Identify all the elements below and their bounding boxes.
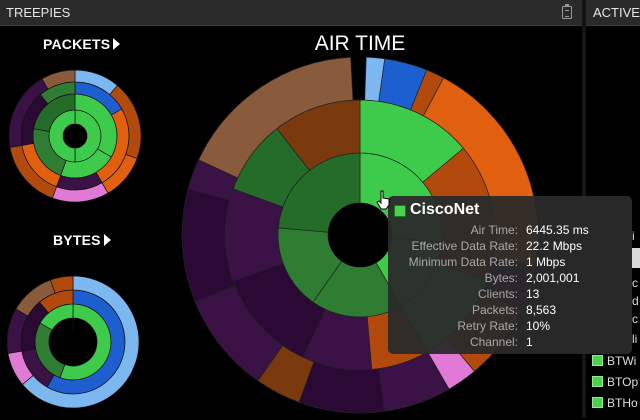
tooltip-row: Retry Rate: 10% xyxy=(457,319,551,333)
tooltip-row: Effective Data Rate: 22.2 Mbps xyxy=(411,239,583,253)
treepies-title: TREEPIES xyxy=(6,5,71,20)
status-square-icon xyxy=(592,355,603,366)
list-item-fragment: c xyxy=(632,312,638,326)
tooltip-title: CiscoNet xyxy=(410,201,480,218)
treepie-center xyxy=(63,332,83,352)
active-list-item[interactable]: BTHo xyxy=(592,396,640,412)
tooltip-row: Channel: 1 xyxy=(469,335,533,349)
hand-pointer-icon xyxy=(376,190,390,210)
packets-treepie[interactable] xyxy=(5,66,145,206)
treepie-segment[interactable] xyxy=(21,275,140,409)
list-item-fragment: d xyxy=(632,294,639,308)
status-square-icon xyxy=(592,397,603,408)
active-list-item[interactable]: BTOp xyxy=(592,375,640,391)
active-title: ACTIVE xyxy=(593,5,640,20)
scroll-indicator[interactable] xyxy=(632,248,640,268)
tooltip-row: Bytes: 2,001,001 xyxy=(484,271,580,285)
active-header: ACTIVE xyxy=(586,0,640,26)
treepie-center xyxy=(63,124,87,148)
list-item-fragment: i xyxy=(632,229,635,243)
play-arrow-icon xyxy=(113,38,121,50)
treepie-segment[interactable] xyxy=(298,361,386,414)
treepie-segment[interactable] xyxy=(49,275,74,294)
treepies-header: TREEPIES xyxy=(0,0,582,26)
treepie-center xyxy=(328,203,392,267)
play-arrow-icon xyxy=(103,234,111,246)
bytes-label[interactable]: BYTES xyxy=(53,232,111,248)
packets-label[interactable]: PACKETS xyxy=(43,36,121,52)
network-tooltip: CiscoNet Air Time: 6445.35 ms Effective D… xyxy=(388,196,632,354)
air-time-treepie[interactable] xyxy=(170,40,550,420)
treepie-segment[interactable] xyxy=(41,69,76,90)
tooltip-row: Air Time: 6445.35 ms xyxy=(470,223,589,237)
active-list-item[interactable]: BTWi xyxy=(592,354,640,370)
tooltip-row: Minimum Data Rate: 1 Mbps xyxy=(408,255,566,269)
status-square-icon xyxy=(592,376,603,387)
air-time-title: AIR TIME xyxy=(314,32,406,55)
tooltip-row: Packets: 8,563 xyxy=(471,303,557,317)
clipboard-icon[interactable] xyxy=(562,4,572,19)
list-item-fragment: c xyxy=(632,276,638,290)
tooltip-row: Clients: 13 xyxy=(477,287,540,301)
list-item-fragment: li xyxy=(632,332,638,346)
treepie-segment[interactable] xyxy=(198,56,354,179)
bytes-treepie[interactable] xyxy=(3,262,143,412)
network-color-swatch xyxy=(394,205,406,217)
